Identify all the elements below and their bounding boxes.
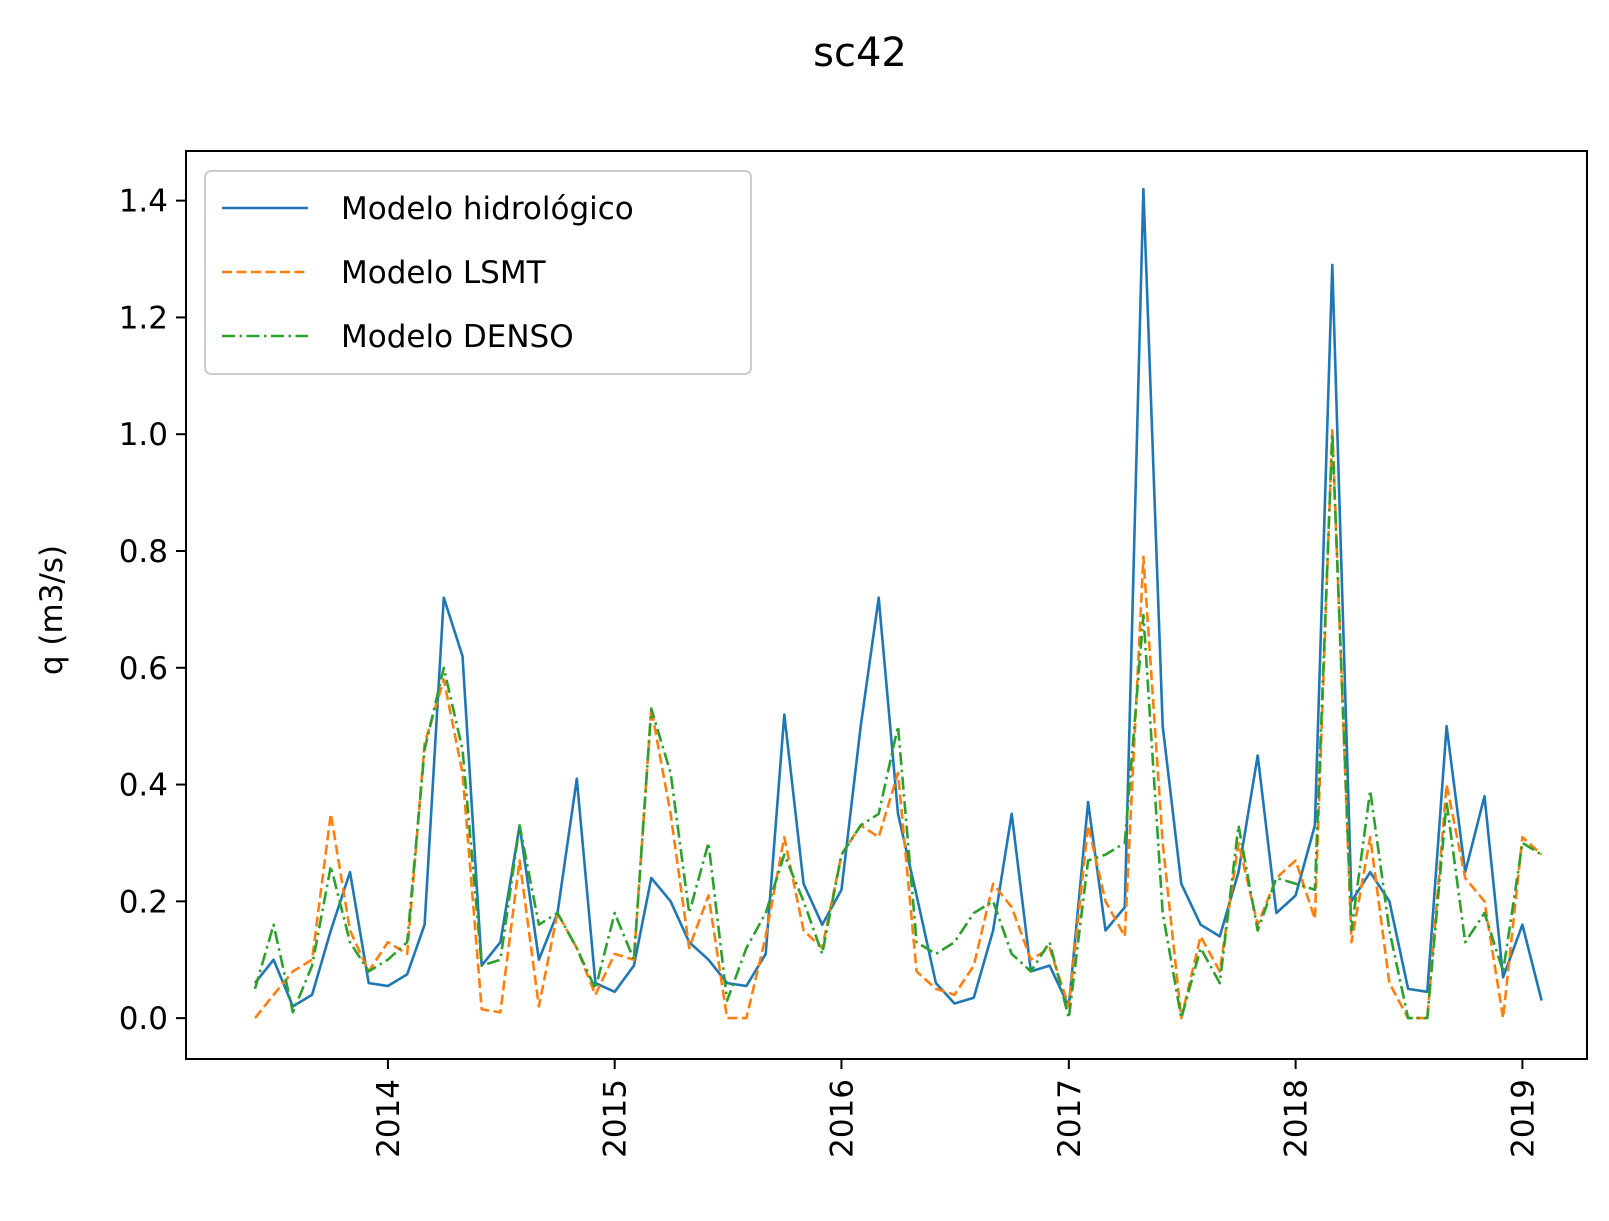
- chart-title: sc42: [813, 30, 907, 76]
- x-tick-label: 2016: [825, 1079, 861, 1158]
- y-tick-label: 1.0: [119, 417, 168, 453]
- y-tick-label: 0.2: [119, 884, 168, 920]
- y-tick-label: 1.4: [119, 184, 168, 220]
- x-tick-label: 2017: [1052, 1079, 1088, 1158]
- y-axis-label: q (m3/s): [34, 545, 70, 675]
- x-tick-label: 2014: [371, 1079, 407, 1158]
- series-line-0: [253, 187, 1543, 1008]
- legend-label-lsmt: Modelo LSMT: [341, 255, 547, 291]
- y-axis: 0.0 0.2 0.4 0.6 0.8 1.0 1.2 1.4: [119, 184, 186, 1037]
- series-line-2: [253, 432, 1543, 1020]
- series-line-1: [253, 427, 1543, 1020]
- y-tick-label: 0.8: [119, 534, 168, 570]
- y-tick-label: 0.0: [119, 1001, 168, 1037]
- x-tick-label: 2015: [598, 1079, 634, 1158]
- y-tick-label: 1.2: [119, 300, 168, 336]
- legend: Modelo hidrológico Modelo LSMT Modelo DE…: [204, 170, 752, 375]
- legend-label-hidrologico: Modelo hidrológico: [341, 191, 634, 227]
- y-tick-label: 0.4: [119, 768, 168, 804]
- legend-label-denso: Modelo DENSO: [341, 319, 574, 355]
- x-tick-label: 2018: [1279, 1079, 1315, 1158]
- plot-lines: [253, 187, 1543, 1020]
- x-axis: 2014 2015 2016 2017 2018 2019: [371, 1059, 1541, 1158]
- y-tick-label: 0.6: [119, 651, 168, 687]
- x-tick-label: 2019: [1505, 1079, 1541, 1158]
- plot-frame: [185, 150, 1588, 1060]
- legend-box: [204, 170, 752, 375]
